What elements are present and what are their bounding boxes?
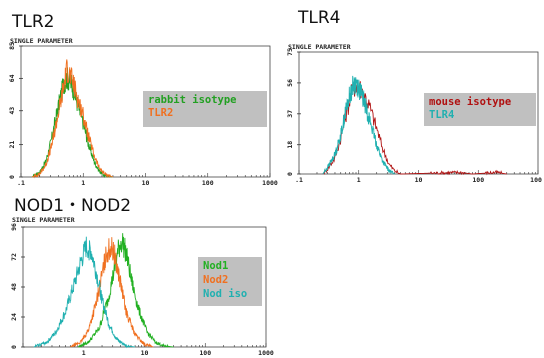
- tlr2-legend-box: [143, 91, 267, 127]
- tlr2-x-tick-label: 1000: [262, 179, 278, 187]
- nod-y-tick-label: 0: [10, 345, 18, 349]
- tlr2-series-tlr2: [31, 59, 114, 179]
- tlr4-y-tick-label: 0: [286, 172, 294, 176]
- nod-series-nod1: [77, 233, 174, 348]
- tlr4-title: TLR4: [298, 8, 341, 28]
- nod-x-tick-label: 1000: [258, 349, 274, 357]
- nod-x-tick-label: 1: [82, 349, 86, 357]
- tlr2-y-tick-label: 43: [8, 107, 16, 115]
- tlr4-x-tick-label: 100: [472, 176, 484, 183]
- nod-series-nod-iso: [33, 236, 136, 349]
- tlr4-x-tick-label: 10: [415, 176, 423, 183]
- tlr4-y-tick-label: 75: [286, 48, 294, 56]
- tlr2-legend-entry: TLR2: [148, 107, 173, 119]
- tlr2-series-rabbit-isotype: [31, 67, 114, 179]
- nod-y-tick-label: 48: [10, 283, 18, 291]
- nod-title: NOD1・NOD2: [14, 196, 132, 216]
- tlr2-x-tick-label: 10: [142, 179, 150, 187]
- tlr4-x-tick-label: .1: [295, 176, 303, 183]
- tlr4-y-tick-label: 18: [286, 141, 294, 149]
- tlr4-histogram: SINGLE PARAMETER 0 18 37 56 75 .1 1 10 100 1000 mou…: [286, 43, 542, 183]
- nod-legend-entry: Nod1: [203, 260, 228, 272]
- tlr2-y-tick-label: 21: [8, 141, 16, 149]
- nod-legend-entry: Nod2: [203, 274, 228, 286]
- nod-y-tick-label: 72: [10, 253, 18, 261]
- tlr2-legend-entry: rabbit isotype: [148, 94, 237, 106]
- nod-x-tick-label: 10: [141, 349, 149, 357]
- tlr4-legend-box: [424, 93, 536, 126]
- nod-histogram: SINGLE PARAMETER 0 24 48 72 96 1 10 100 1000 Nod1 N…: [10, 216, 274, 357]
- tlr2-histogram: SINGLE PARAMETER 0 21 43 64 85 .1 1 10 100 1000 rab…: [8, 37, 278, 187]
- tlr4-x-tick-label: 1000: [530, 176, 542, 183]
- tlr2-x-tick-label: 1: [81, 179, 85, 187]
- tlr4-y-tick-label: 56: [286, 79, 294, 87]
- tlr2-x-tick-label: 100: [202, 179, 214, 187]
- tlr4-x-tick-label: 1: [357, 176, 361, 183]
- nod-legend-entry: Nod iso: [203, 288, 247, 300]
- nod-x-tick-label: 100: [199, 349, 211, 357]
- tlr4-header: SINGLE PARAMETER: [288, 43, 351, 51]
- tlr2-y-tick-label: 64: [8, 74, 16, 82]
- tlr4-y-tick-label: 37: [286, 110, 294, 118]
- nod-legend-box: [198, 257, 262, 306]
- tlr2-x-tick-label: .1: [17, 179, 25, 187]
- nod-y-tick-label: 96: [10, 223, 18, 231]
- tlr2-title: TLR2: [12, 12, 55, 32]
- nod-y-tick-label: 24: [10, 313, 18, 321]
- nod-header: SINGLE PARAMETER: [12, 216, 75, 224]
- tlr2-header: SINGLE PARAMETER: [10, 37, 73, 45]
- nod-series-nod2: [70, 237, 154, 348]
- tlr2-y-tick-label: 85: [8, 42, 16, 50]
- tlr4-series-tlr4: [322, 75, 395, 175]
- tlr4-legend-entry: mouse isotype: [429, 96, 511, 108]
- tlr2-y-tick-label: 0: [8, 175, 16, 179]
- tlr4-legend-entry: TLR4: [429, 109, 454, 121]
